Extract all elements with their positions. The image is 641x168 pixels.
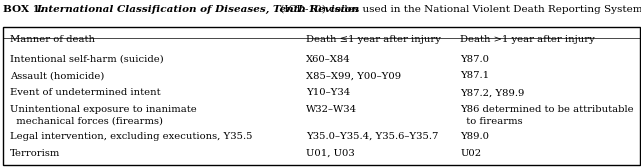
Text: Y87.2, Y89.9: Y87.2, Y89.9 bbox=[460, 88, 524, 97]
Text: International Classification of Diseases, Tenth Revision: International Classification of Diseases… bbox=[37, 5, 360, 14]
Text: X85–X99, Y00–Y09: X85–X99, Y00–Y09 bbox=[306, 71, 401, 80]
Text: X60–X84: X60–X84 bbox=[306, 55, 351, 64]
Text: Terrorism: Terrorism bbox=[10, 149, 60, 158]
Text: Death ≤1 year after injury: Death ≤1 year after injury bbox=[306, 35, 441, 44]
Text: Y35.0–Y35.4, Y35.6–Y35.7: Y35.0–Y35.4, Y35.6–Y35.7 bbox=[306, 132, 439, 141]
Text: Y87.1: Y87.1 bbox=[460, 71, 489, 80]
Text: Y10–Y34: Y10–Y34 bbox=[306, 88, 351, 97]
Text: Event of undetermined intent: Event of undetermined intent bbox=[10, 88, 160, 97]
Text: Intentional self-harm (suicide): Intentional self-harm (suicide) bbox=[10, 55, 163, 64]
Text: Manner of death: Manner of death bbox=[10, 35, 95, 44]
Text: U02: U02 bbox=[460, 149, 481, 158]
Text: Death >1 year after injury: Death >1 year after injury bbox=[460, 35, 595, 44]
Text: Assault (homicide): Assault (homicide) bbox=[10, 71, 104, 80]
Text: U01, U03: U01, U03 bbox=[306, 149, 355, 158]
Text: Y86 determined to be attributable
  to firearms: Y86 determined to be attributable to fir… bbox=[460, 105, 634, 126]
FancyBboxPatch shape bbox=[3, 27, 640, 165]
Text: W32–W34: W32–W34 bbox=[306, 105, 358, 114]
Text: Unintentional exposure to inanimate
  mechanical forces (firearms): Unintentional exposure to inanimate mech… bbox=[10, 105, 196, 126]
Text: Y87.0: Y87.0 bbox=[460, 55, 489, 64]
Text: Legal intervention, excluding executions, Y35.5: Legal intervention, excluding executions… bbox=[10, 132, 252, 141]
Text: Y89.0: Y89.0 bbox=[460, 132, 489, 141]
Text: BOX 1.: BOX 1. bbox=[3, 5, 47, 14]
Text: (ICD-10) codes used in the National Violent Death Reporting System: (ICD-10) codes used in the National Viol… bbox=[277, 5, 641, 14]
